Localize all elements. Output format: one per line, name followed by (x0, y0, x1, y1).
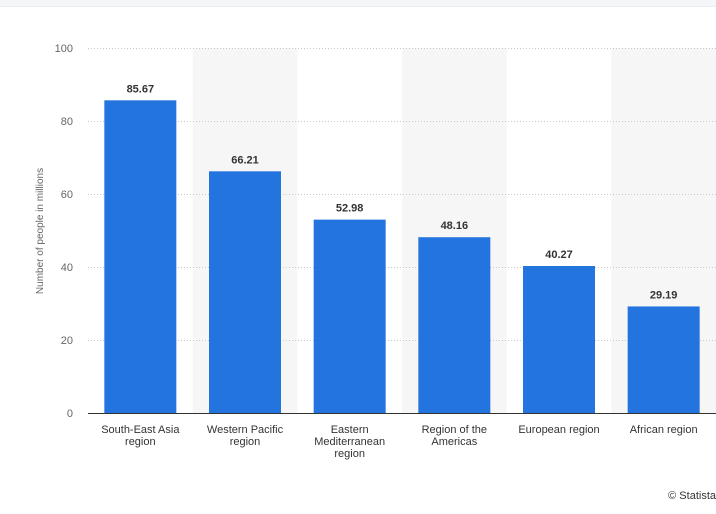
data-label: 48.16 (441, 220, 469, 232)
data-label: 52.98 (336, 203, 364, 215)
x-tick-label: South-East Asia region (101, 424, 180, 448)
y-axis-label: Number of people in millions (35, 168, 46, 294)
y-tick-label: 80 (61, 116, 73, 128)
x-tick-label: Eastern Mediterranean region (314, 424, 385, 460)
data-label: 29.19 (650, 289, 678, 301)
bar[interactable] (627, 306, 700, 413)
y-tick-label: 0 (67, 408, 73, 420)
y-tick-label: 100 (55, 43, 73, 55)
y-tick-label: 40 (61, 262, 73, 274)
x-tick-label: Western Pacific region (207, 424, 284, 448)
y-tick-label: 60 (61, 189, 73, 201)
y-tick-label: 20 (61, 335, 73, 347)
bar[interactable] (313, 219, 386, 413)
bar[interactable] (418, 237, 491, 413)
x-tick-label: European region (518, 424, 599, 436)
data-label: 40.27 (545, 249, 573, 261)
bar[interactable] (104, 100, 177, 413)
statista-credit[interactable]: © Statista (668, 490, 716, 502)
x-tick-label: African region (630, 424, 698, 436)
data-labels: 85.67 66.21 52.98 48.16 40.27 29.19 (127, 83, 678, 301)
bar[interactable] (209, 171, 281, 413)
data-label: 85.67 (127, 83, 155, 95)
y-axis-ticks: 0 20 40 60 80 100 (55, 43, 73, 420)
bar[interactable] (523, 266, 595, 413)
data-label: 66.21 (231, 154, 259, 166)
x-tick-label: Region of the Americas (422, 424, 487, 448)
top-strip (0, 0, 716, 7)
x-axis-ticks: South-East Asia region Western Pacific regi… (101, 424, 697, 460)
bars (104, 100, 700, 413)
